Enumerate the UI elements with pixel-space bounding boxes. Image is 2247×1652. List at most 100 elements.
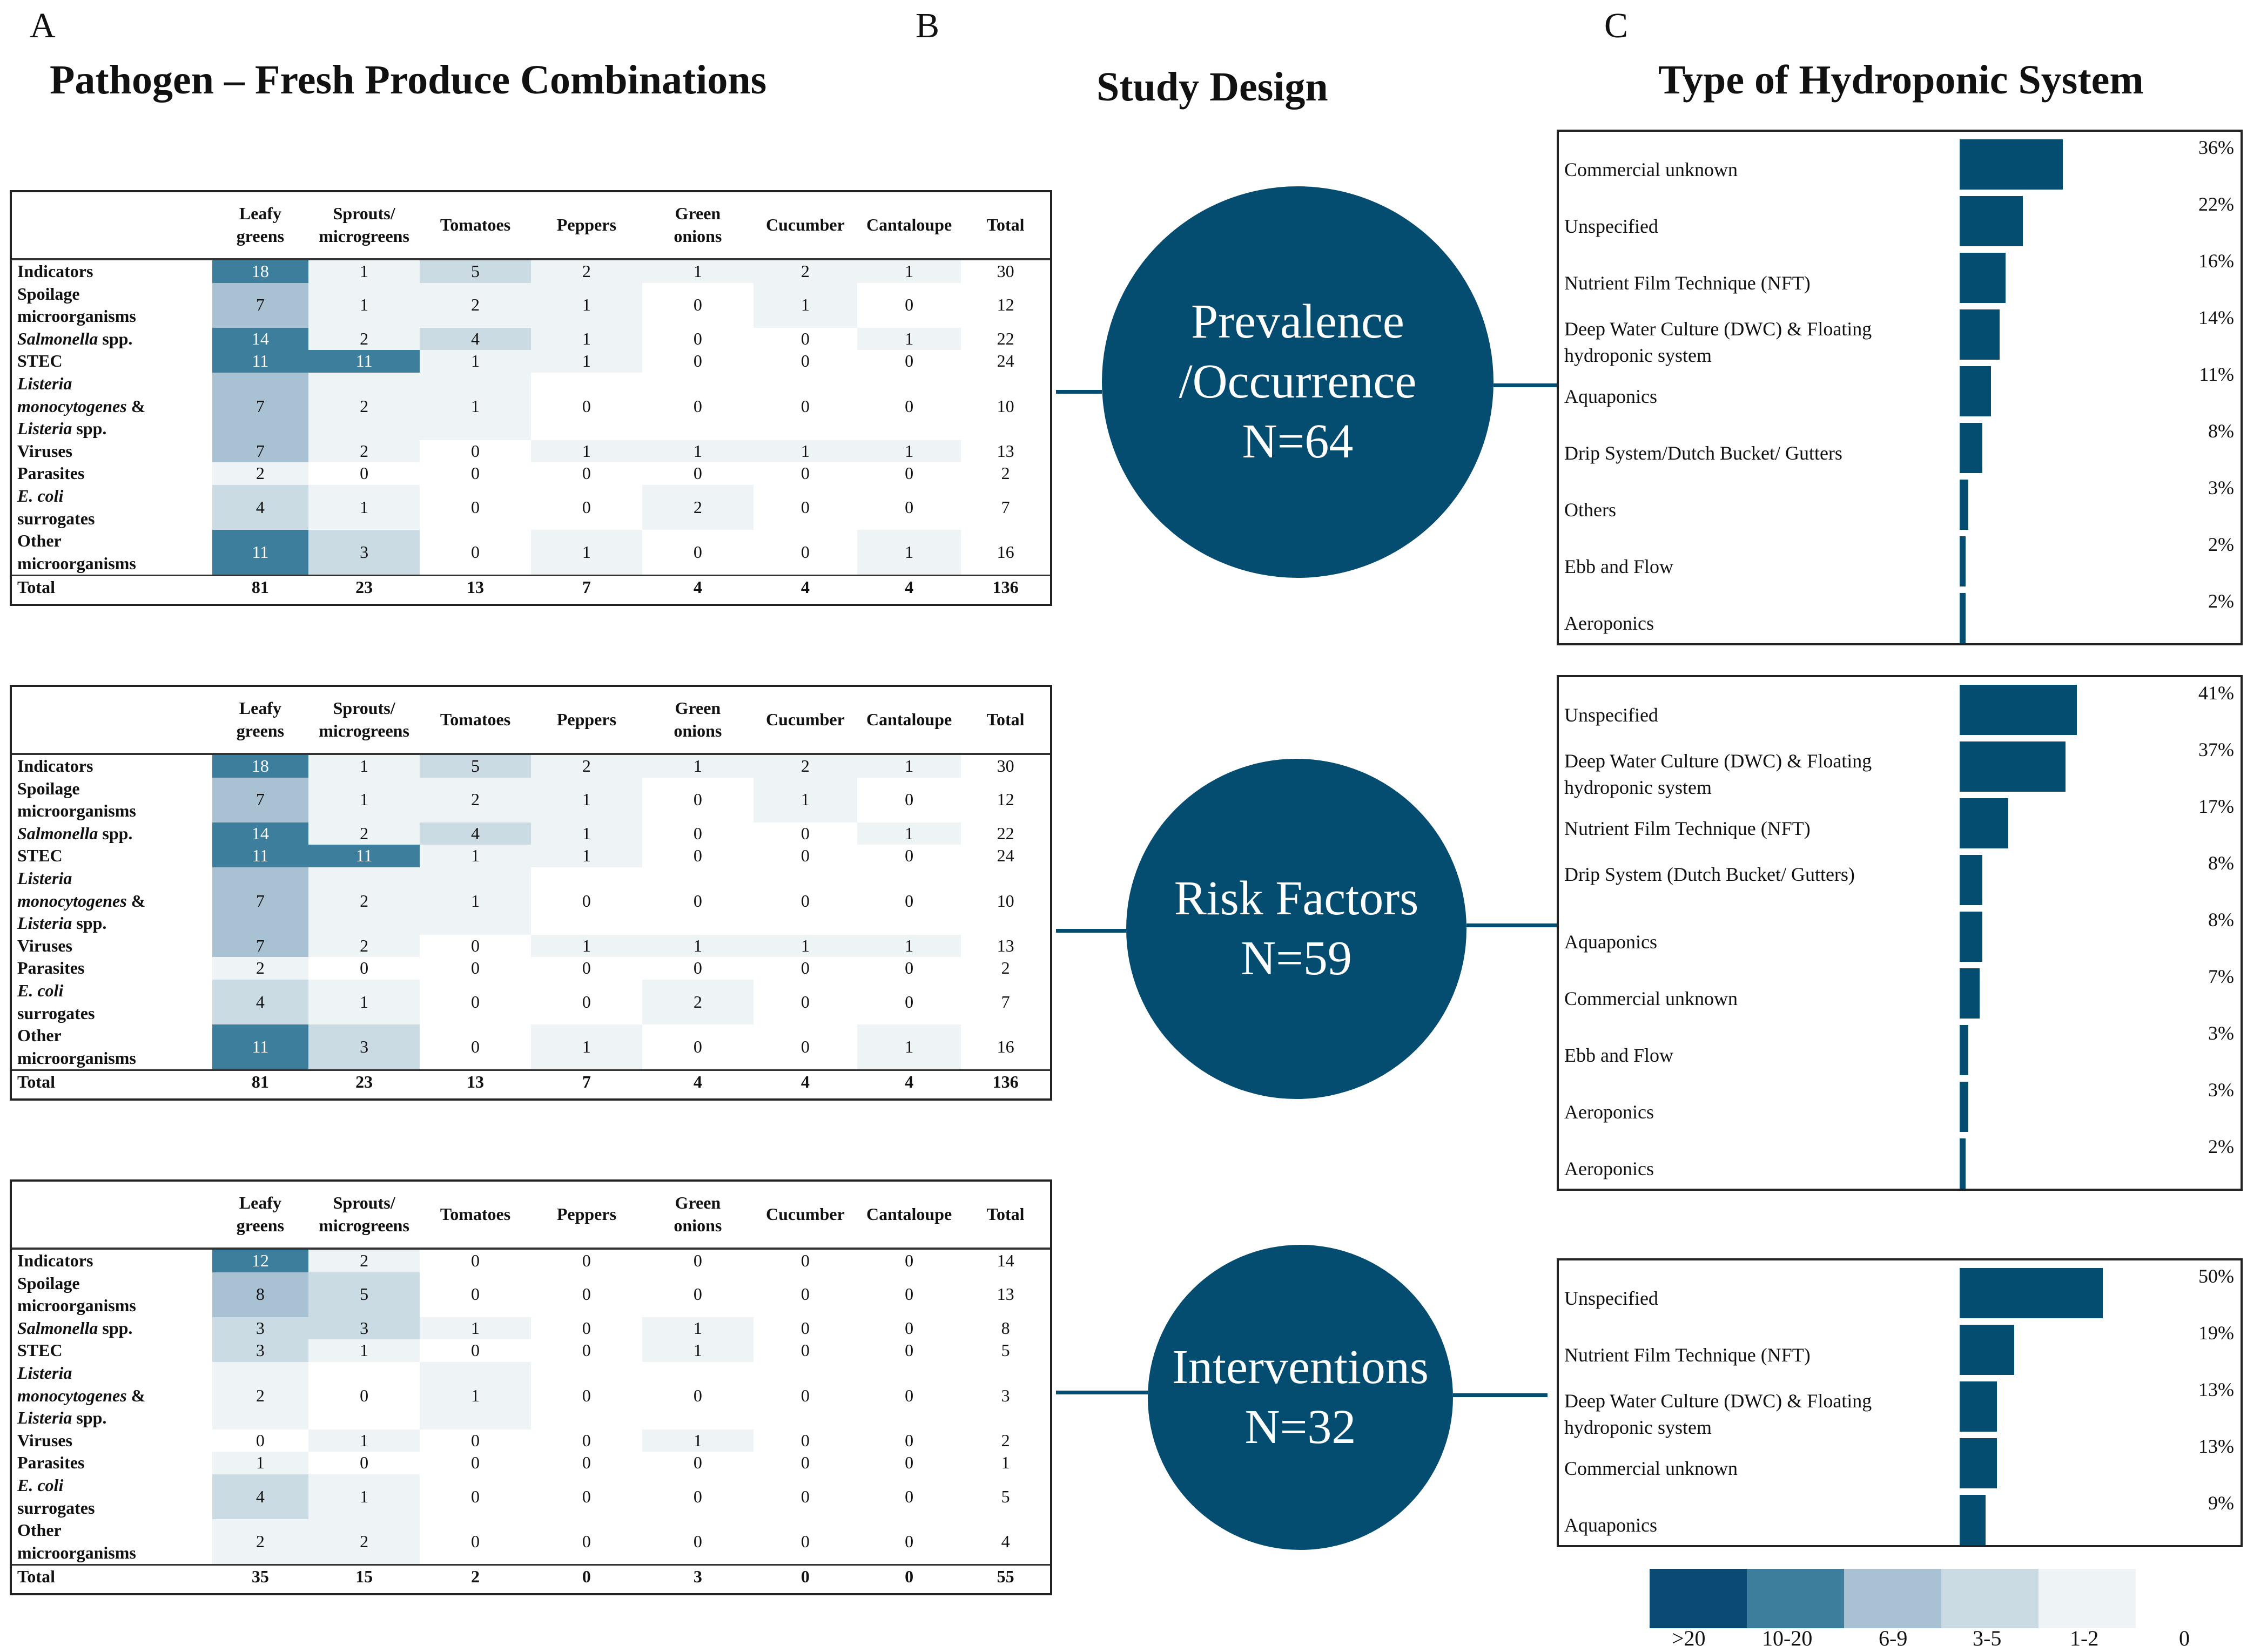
row-label: STEC bbox=[17, 351, 63, 371]
heatmap-cell: 0 bbox=[800, 1453, 810, 1473]
bar-category-label: Nutrient Film Technique (NFT) bbox=[1564, 1344, 1811, 1366]
circle-prevalence: Prevalence /Occurrence N=64 bbox=[1102, 186, 1493, 578]
legend-label: 3-5 bbox=[1973, 1626, 2002, 1650]
heatmap-cell: 1 bbox=[753, 777, 857, 822]
heatmap-cell: 0 bbox=[905, 1430, 914, 1450]
bar bbox=[1960, 1025, 1968, 1075]
heatmap-cell: 2 bbox=[530, 259, 642, 283]
bar bbox=[1960, 1495, 1986, 1545]
heatmap-cell: 0 bbox=[471, 1251, 480, 1270]
bar-category-label: Unspecified bbox=[1564, 215, 1658, 237]
heatmap-cell: 136 bbox=[961, 575, 1050, 599]
heatmap-cell: 1 bbox=[1001, 1453, 1010, 1473]
heatmap-cell: 7 bbox=[1001, 992, 1010, 1012]
heatmap-cell: 0 bbox=[693, 846, 702, 866]
heatmap-cell: 0 bbox=[800, 958, 810, 978]
heatmap-cell: 81 bbox=[212, 575, 309, 599]
bar-value-label: 41% bbox=[2198, 682, 2234, 704]
heatmap-cell: 2 bbox=[308, 1519, 420, 1565]
heatmap-cell: 0 bbox=[693, 891, 702, 911]
heatmap-cell: 2 bbox=[642, 979, 754, 1025]
bar-value-label: 2% bbox=[2208, 1136, 2234, 1157]
heatmap-cell: 0 bbox=[800, 351, 810, 371]
heatmap-cell: 24 bbox=[997, 351, 1014, 371]
heatmap-cell: 0 bbox=[905, 790, 914, 810]
heatmap-cell: 1 bbox=[530, 845, 642, 867]
heatmap-cell: 1 bbox=[308, 1474, 420, 1520]
heatmap-cell: 0 bbox=[471, 1340, 480, 1360]
heatmap-cell: 0 bbox=[471, 935, 480, 955]
heatmap-cell: 4 bbox=[212, 1474, 309, 1520]
heatmap-cell: 1 bbox=[530, 350, 642, 373]
heatmap-cell: 1 bbox=[420, 845, 531, 867]
bar-chart-prevalence: Commercial unknown 36% Unspecified 22% Nutri… bbox=[1557, 130, 2243, 645]
heatmap-cell: 3 bbox=[308, 530, 420, 576]
heatmap-cell: 10 bbox=[997, 891, 1014, 911]
row-label: Listeria monocytogenes & Listeria spp. bbox=[17, 373, 146, 439]
heatmap-cell: 12 bbox=[212, 1249, 309, 1272]
heatmap-cell: 2 bbox=[420, 777, 531, 822]
bar-row: Aeroponics 2% bbox=[1559, 590, 2241, 646]
column-header: Tomatoes bbox=[420, 192, 531, 260]
row-label: Parasites bbox=[17, 463, 85, 483]
heatmap-cell: 35 bbox=[212, 1564, 309, 1588]
heatmap-cell: 0 bbox=[905, 396, 914, 416]
heatmap-cell: 1 bbox=[642, 1429, 754, 1452]
heatmap-cell: 0 bbox=[800, 542, 810, 562]
heatmap-cell: 30 bbox=[997, 756, 1014, 776]
heatmap-cell: 4 bbox=[212, 979, 309, 1025]
row-label: E. coli surrogates bbox=[17, 1475, 95, 1518]
heatmap-cell: 1 bbox=[212, 1452, 309, 1474]
legend-label: 0 bbox=[2179, 1626, 2190, 1650]
bar bbox=[1960, 741, 2066, 792]
bar bbox=[1960, 423, 1983, 473]
heatmap-cell: 2 bbox=[420, 1564, 531, 1588]
heatmap-cell: 1 bbox=[308, 259, 420, 283]
column-header: Cucumber bbox=[753, 1182, 857, 1250]
bar-chart-risk-factors: Unspecified 41% Deep Water Culture (DWC) &… bbox=[1557, 675, 2243, 1191]
heatmap-cell: 0 bbox=[693, 958, 702, 978]
heatmap-cell: 0 bbox=[693, 542, 702, 562]
heatmap-cell: 1 bbox=[642, 1317, 754, 1340]
bar bbox=[1960, 1325, 2014, 1375]
column-header: Cantaloupe bbox=[857, 192, 961, 260]
heatmap-cell: 2 bbox=[308, 327, 420, 350]
heatmap-cell: 4 bbox=[420, 327, 531, 350]
column-header: Tomatoes bbox=[420, 687, 531, 755]
column-header: Tomatoes bbox=[420, 1182, 531, 1250]
heatmap-cell: 1 bbox=[642, 440, 754, 463]
heatmap-cell: 7 bbox=[212, 777, 309, 822]
row-label: Indicators bbox=[17, 261, 93, 281]
heatmap-cell: 1 bbox=[308, 282, 420, 328]
bar-category-label: Aquaponics bbox=[1564, 1514, 1657, 1536]
bar-chart-interventions: Unspecified 50% Nutrient Film Technique (N… bbox=[1557, 1258, 2243, 1547]
bar-row: Nutrient Film Technique (NFT) 17% bbox=[1559, 795, 2241, 852]
heatmap-cell: 1 bbox=[857, 530, 961, 576]
bar-category-label: Commercial unknown bbox=[1564, 1458, 1738, 1479]
heatmap-cell: 13 bbox=[420, 1069, 531, 1094]
bar-category-label: Aeroponics bbox=[1564, 1101, 1654, 1123]
row-label: Total bbox=[12, 1564, 212, 1588]
heatmap-cell: 1 bbox=[420, 350, 531, 373]
row-label: E. coli surrogates bbox=[17, 486, 95, 528]
heatmap-cell: 5 bbox=[308, 1272, 420, 1317]
heatmap-cell: 1 bbox=[857, 754, 961, 778]
heatmap-cell: 0 bbox=[582, 958, 591, 978]
heatmap-cell: 2 bbox=[753, 259, 857, 283]
column-header: Cucumber bbox=[753, 687, 857, 755]
heatmap-cell: 2 bbox=[212, 957, 309, 980]
bar-category-label: Commercial unknown bbox=[1564, 159, 1738, 180]
heatmap-cell: 12 bbox=[997, 295, 1014, 315]
column-header: Cantaloupe bbox=[857, 1182, 961, 1250]
heatmap-cell: 16 bbox=[997, 1036, 1014, 1056]
circle-risk-factors: Risk Factors N=59 bbox=[1126, 759, 1466, 1099]
heatmap-cell: 2 bbox=[308, 1249, 420, 1272]
heatmap-cell: 0 bbox=[905, 295, 914, 315]
heatmap-cell: 0 bbox=[582, 396, 591, 416]
row-label: Indicators bbox=[17, 756, 93, 776]
heatmap-cell: 0 bbox=[582, 1385, 591, 1405]
row-label: Listeria monocytogenes & Listeria spp. bbox=[17, 1363, 146, 1428]
row-label: Viruses bbox=[17, 1430, 72, 1450]
bar-value-label: 11% bbox=[2199, 363, 2234, 385]
heatmap-cell: 10 bbox=[997, 396, 1014, 416]
